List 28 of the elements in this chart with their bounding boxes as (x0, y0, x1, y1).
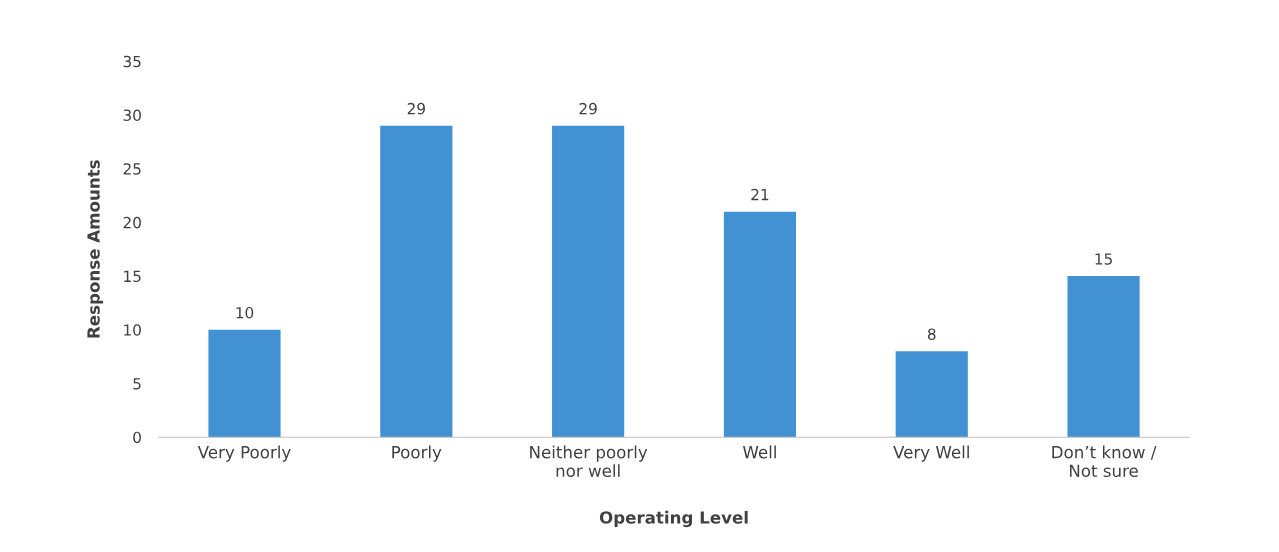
y-tick-label: 15 (124, 270, 141, 283)
bar (552, 125, 625, 438)
x-tick-label: Well (742, 445, 776, 459)
x-tick-label: Don’t know / Not sure (1052, 445, 1157, 478)
y-tick-label: 25 (123, 163, 141, 175)
y-tick-label: 20 (123, 216, 141, 229)
y-tick-label: 10 (124, 324, 141, 336)
bar (208, 329, 281, 438)
y-tick-label: 5 (133, 378, 141, 390)
data-label: 29 (407, 102, 425, 115)
bar (895, 351, 968, 438)
data-label: 21 (751, 188, 769, 201)
x-tick-label: Poorly (392, 445, 442, 462)
y-tick-label: 0 (133, 431, 141, 444)
data-label: 10 (236, 306, 254, 319)
y-axis-title: Response Amounts (87, 160, 104, 338)
data-label: 8 (927, 328, 936, 340)
data-label: 15 (1095, 253, 1112, 265)
bar (723, 211, 797, 438)
y-tick-label: 30 (123, 109, 141, 121)
y-tick-label: 35 (123, 55, 141, 68)
data-label: 29 (579, 102, 597, 115)
x-tick-label: Very Poorly (197, 445, 291, 462)
x-tick-label: Very Well (893, 445, 969, 462)
x-axis-title: Operating Level (599, 510, 748, 528)
x-tick-label: Neither poorly nor well (530, 445, 648, 478)
bar (380, 125, 453, 438)
bar (1067, 276, 1140, 438)
